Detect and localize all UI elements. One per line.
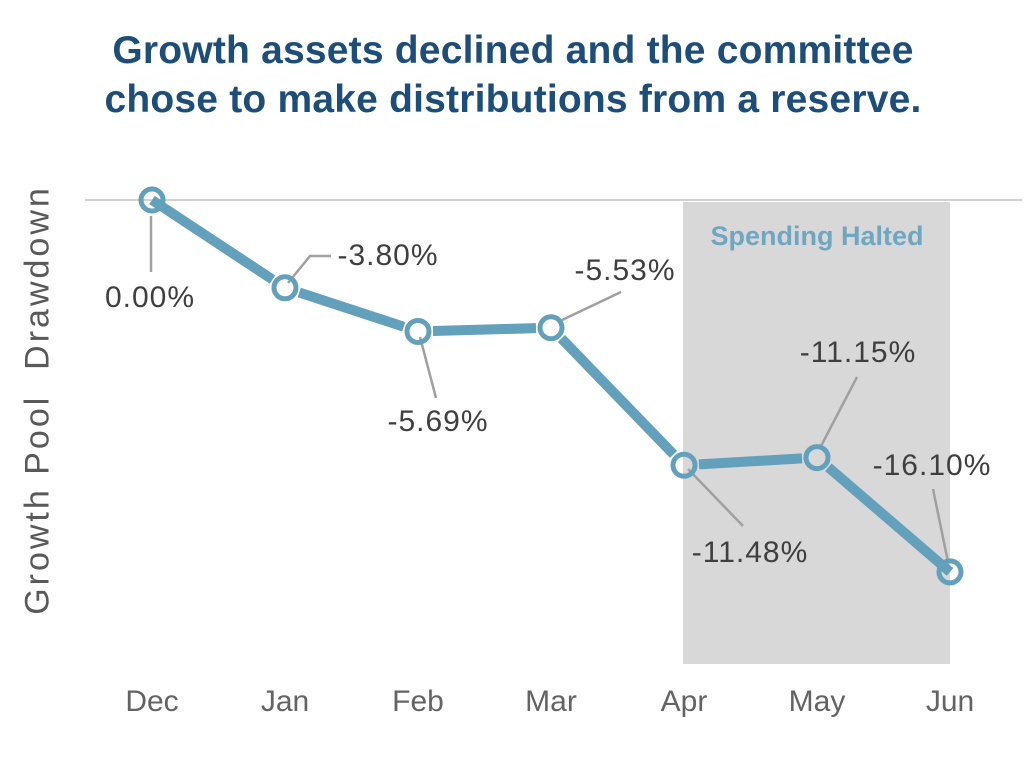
series-segment-2 xyxy=(432,323,537,337)
chart-title: Growth assets declined and the committee… xyxy=(0,26,1026,124)
data-label-jan: -3.80% xyxy=(337,239,439,272)
data-label-mar: -5.53% xyxy=(574,254,676,287)
x-tick-label-may: May xyxy=(788,685,846,718)
spending-halted-region xyxy=(683,202,950,664)
series-segment-0 xyxy=(149,195,276,284)
x-tick-label-jun: Jun xyxy=(925,685,975,718)
x-tick-label-feb: Feb xyxy=(392,685,444,718)
data-point-dec xyxy=(138,186,166,214)
data-point-feb xyxy=(404,317,432,345)
data-point-mar xyxy=(537,314,565,342)
data-point-may xyxy=(803,444,831,472)
x-tick-label-apr: Apr xyxy=(660,685,708,718)
x-tick-label-jan: Jan xyxy=(260,685,310,718)
leader-line-feb xyxy=(418,336,438,399)
x-tick-label-mar: Mar xyxy=(525,685,577,718)
leader-line-apr xyxy=(687,468,744,527)
chart-title-line-2: chose to make distributions from a reser… xyxy=(104,78,922,121)
series-segment-5 xyxy=(825,463,954,576)
leader-line-jun xyxy=(931,488,950,563)
chart-title-line-1: Growth assets declined and the committee xyxy=(112,29,914,72)
leader-line-may xyxy=(818,376,859,449)
data-label-apr: -11.48% xyxy=(691,536,809,569)
leader-line-jan xyxy=(287,254,331,284)
series-segment-1 xyxy=(297,287,406,332)
data-point-jan xyxy=(271,274,299,302)
spending-halted-label: Spending Halted xyxy=(710,221,924,251)
data-label-dec: 0.00% xyxy=(104,281,196,314)
leader-line-mar xyxy=(559,290,622,323)
data-label-may: -11.15% xyxy=(799,336,917,369)
data-point-apr xyxy=(670,451,698,479)
series-segment-3 xyxy=(557,335,678,458)
data-label-jun: -16.10% xyxy=(872,449,992,482)
x-tick-label-dec: Dec xyxy=(125,685,179,718)
data-label-feb: -5.69% xyxy=(387,405,489,438)
data-point-jun xyxy=(936,558,964,586)
series-segment-4 xyxy=(698,453,803,470)
